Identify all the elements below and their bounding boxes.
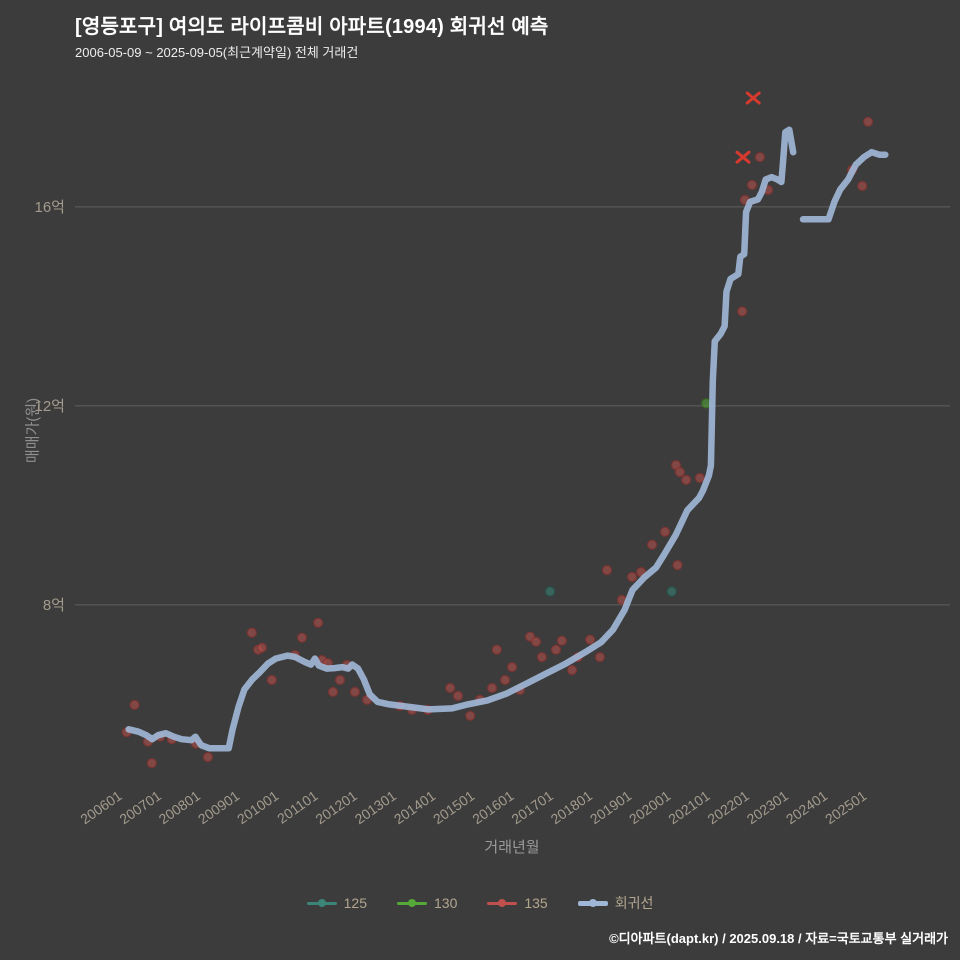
chart-canvas: 8억12억16억20060120070120080120090120100120…	[35, 91, 950, 827]
y-tick-label: 16억	[35, 199, 66, 216]
x-tick-label: 201401	[391, 787, 439, 827]
regression-line	[799, 148, 889, 223]
x-tick-label: 202101	[665, 787, 713, 827]
scatter-point-135	[584, 634, 596, 645]
scatter-point-135	[601, 564, 613, 576]
legend-item-회귀선: 회귀선	[577, 893, 654, 913]
scatter-point-125	[544, 586, 556, 597]
legend-dot-icon	[498, 899, 507, 907]
legend-item-125: 125	[306, 895, 367, 911]
scatter-point-135	[681, 474, 692, 486]
scatter-point-135	[530, 636, 542, 647]
scatter-point-135	[452, 690, 464, 702]
x-tick-label: 202401	[783, 787, 831, 827]
scatter-point-135	[445, 682, 456, 694]
canceled-deal-x-marker	[735, 150, 751, 164]
scatter-point-135	[296, 632, 308, 643]
x-tick-label: 202201	[704, 787, 752, 827]
scatter-point-135	[556, 635, 568, 646]
x-tick-label: 200801	[156, 787, 204, 827]
footer-credit: ©디아파트(dapt.kr) / 2025.09.18 / 자료=국토교통부 실…	[609, 931, 948, 946]
scatter-point-135	[256, 642, 268, 653]
scatter-point-135	[349, 686, 360, 698]
scatter-point-135	[487, 682, 498, 694]
x-tick-label: 201801	[548, 787, 596, 827]
x-tick-label: 201201	[312, 787, 360, 827]
x-tick-label: 201001	[234, 787, 282, 827]
scatter-point-135	[202, 751, 213, 763]
scatter-point-135	[334, 674, 346, 686]
scatter-point-135	[566, 664, 578, 676]
scatter-point-135	[754, 152, 766, 163]
page-subtitle: 2006-05-09 ~ 2025-09-05(최근계약일) 전체 거래건	[75, 45, 359, 60]
legend-dot-icon	[588, 899, 597, 907]
scatter-point-135	[746, 179, 758, 191]
legend-item-135: 135	[487, 895, 548, 911]
scatter-point-135	[646, 539, 658, 550]
scatter-point-135	[694, 472, 706, 484]
scatter-point-135	[491, 644, 502, 655]
page-title: [영등포구] 여의도 라이프콤비 아파트(1994) 회귀선 예측	[75, 16, 549, 38]
x-tick-label: 200701	[116, 787, 164, 827]
x-tick-label: 202001	[626, 787, 674, 827]
legend-label: 회귀선	[614, 895, 654, 911]
scatter-point-135	[550, 644, 562, 655]
legend-marker-icon	[487, 899, 518, 907]
legend-label: 125	[343, 895, 367, 911]
scatter-point-135	[500, 674, 511, 686]
regression-line	[125, 126, 797, 752]
chart-legend: 125 130 135 회귀선	[0, 893, 960, 913]
scatter-point-135	[862, 116, 874, 127]
scatter-point-135	[536, 651, 548, 663]
scatter-point-135	[672, 559, 683, 571]
x-tick-label: 201101	[274, 787, 321, 826]
canceled-deal-x-marker	[745, 91, 761, 105]
scatter-point-135	[129, 699, 140, 711]
x-tick-label: 202301	[744, 787, 792, 827]
legend-item-130: 130	[397, 895, 457, 911]
scatter-point-135	[327, 686, 339, 698]
legend-label: 130	[434, 895, 458, 911]
scatter-point-135	[246, 627, 257, 638]
legend-line-icon	[577, 899, 608, 907]
scatter-point-135	[857, 180, 868, 192]
x-axis-label: 거래년월	[484, 839, 540, 856]
legend-marker-icon	[306, 899, 337, 907]
y-tick-label: 12억	[35, 398, 66, 415]
x-tick-label: 201301	[352, 787, 400, 827]
legend-dot-icon	[408, 899, 416, 907]
scatter-point-135	[146, 757, 157, 769]
x-tick-label: 200901	[195, 787, 243, 827]
x-tick-label: 200601	[77, 787, 125, 827]
scatter-point-135	[465, 710, 476, 721]
legend-label: 135	[524, 895, 548, 911]
scatter-point-125	[666, 586, 677, 597]
scatter-point-135	[313, 617, 324, 628]
x-tick-label: 202501	[822, 787, 870, 827]
x-tick-label: 201901	[587, 787, 635, 827]
legend-dot-icon	[317, 899, 326, 907]
x-tick-label: 201501	[430, 787, 478, 827]
x-tick-label: 201701	[508, 787, 556, 827]
scatter-point-135	[266, 674, 277, 686]
legend-marker-icon	[397, 899, 427, 907]
scatter-point-135	[506, 661, 518, 673]
y-tick-label: 8억	[43, 597, 65, 614]
scatter-point-135	[737, 306, 748, 317]
scatter-point-135	[626, 571, 638, 583]
scatter-point-135	[659, 526, 671, 537]
scatter-point-135	[674, 467, 686, 478]
x-tick-label: 201601	[469, 787, 517, 827]
scatter-point-135	[594, 651, 606, 663]
